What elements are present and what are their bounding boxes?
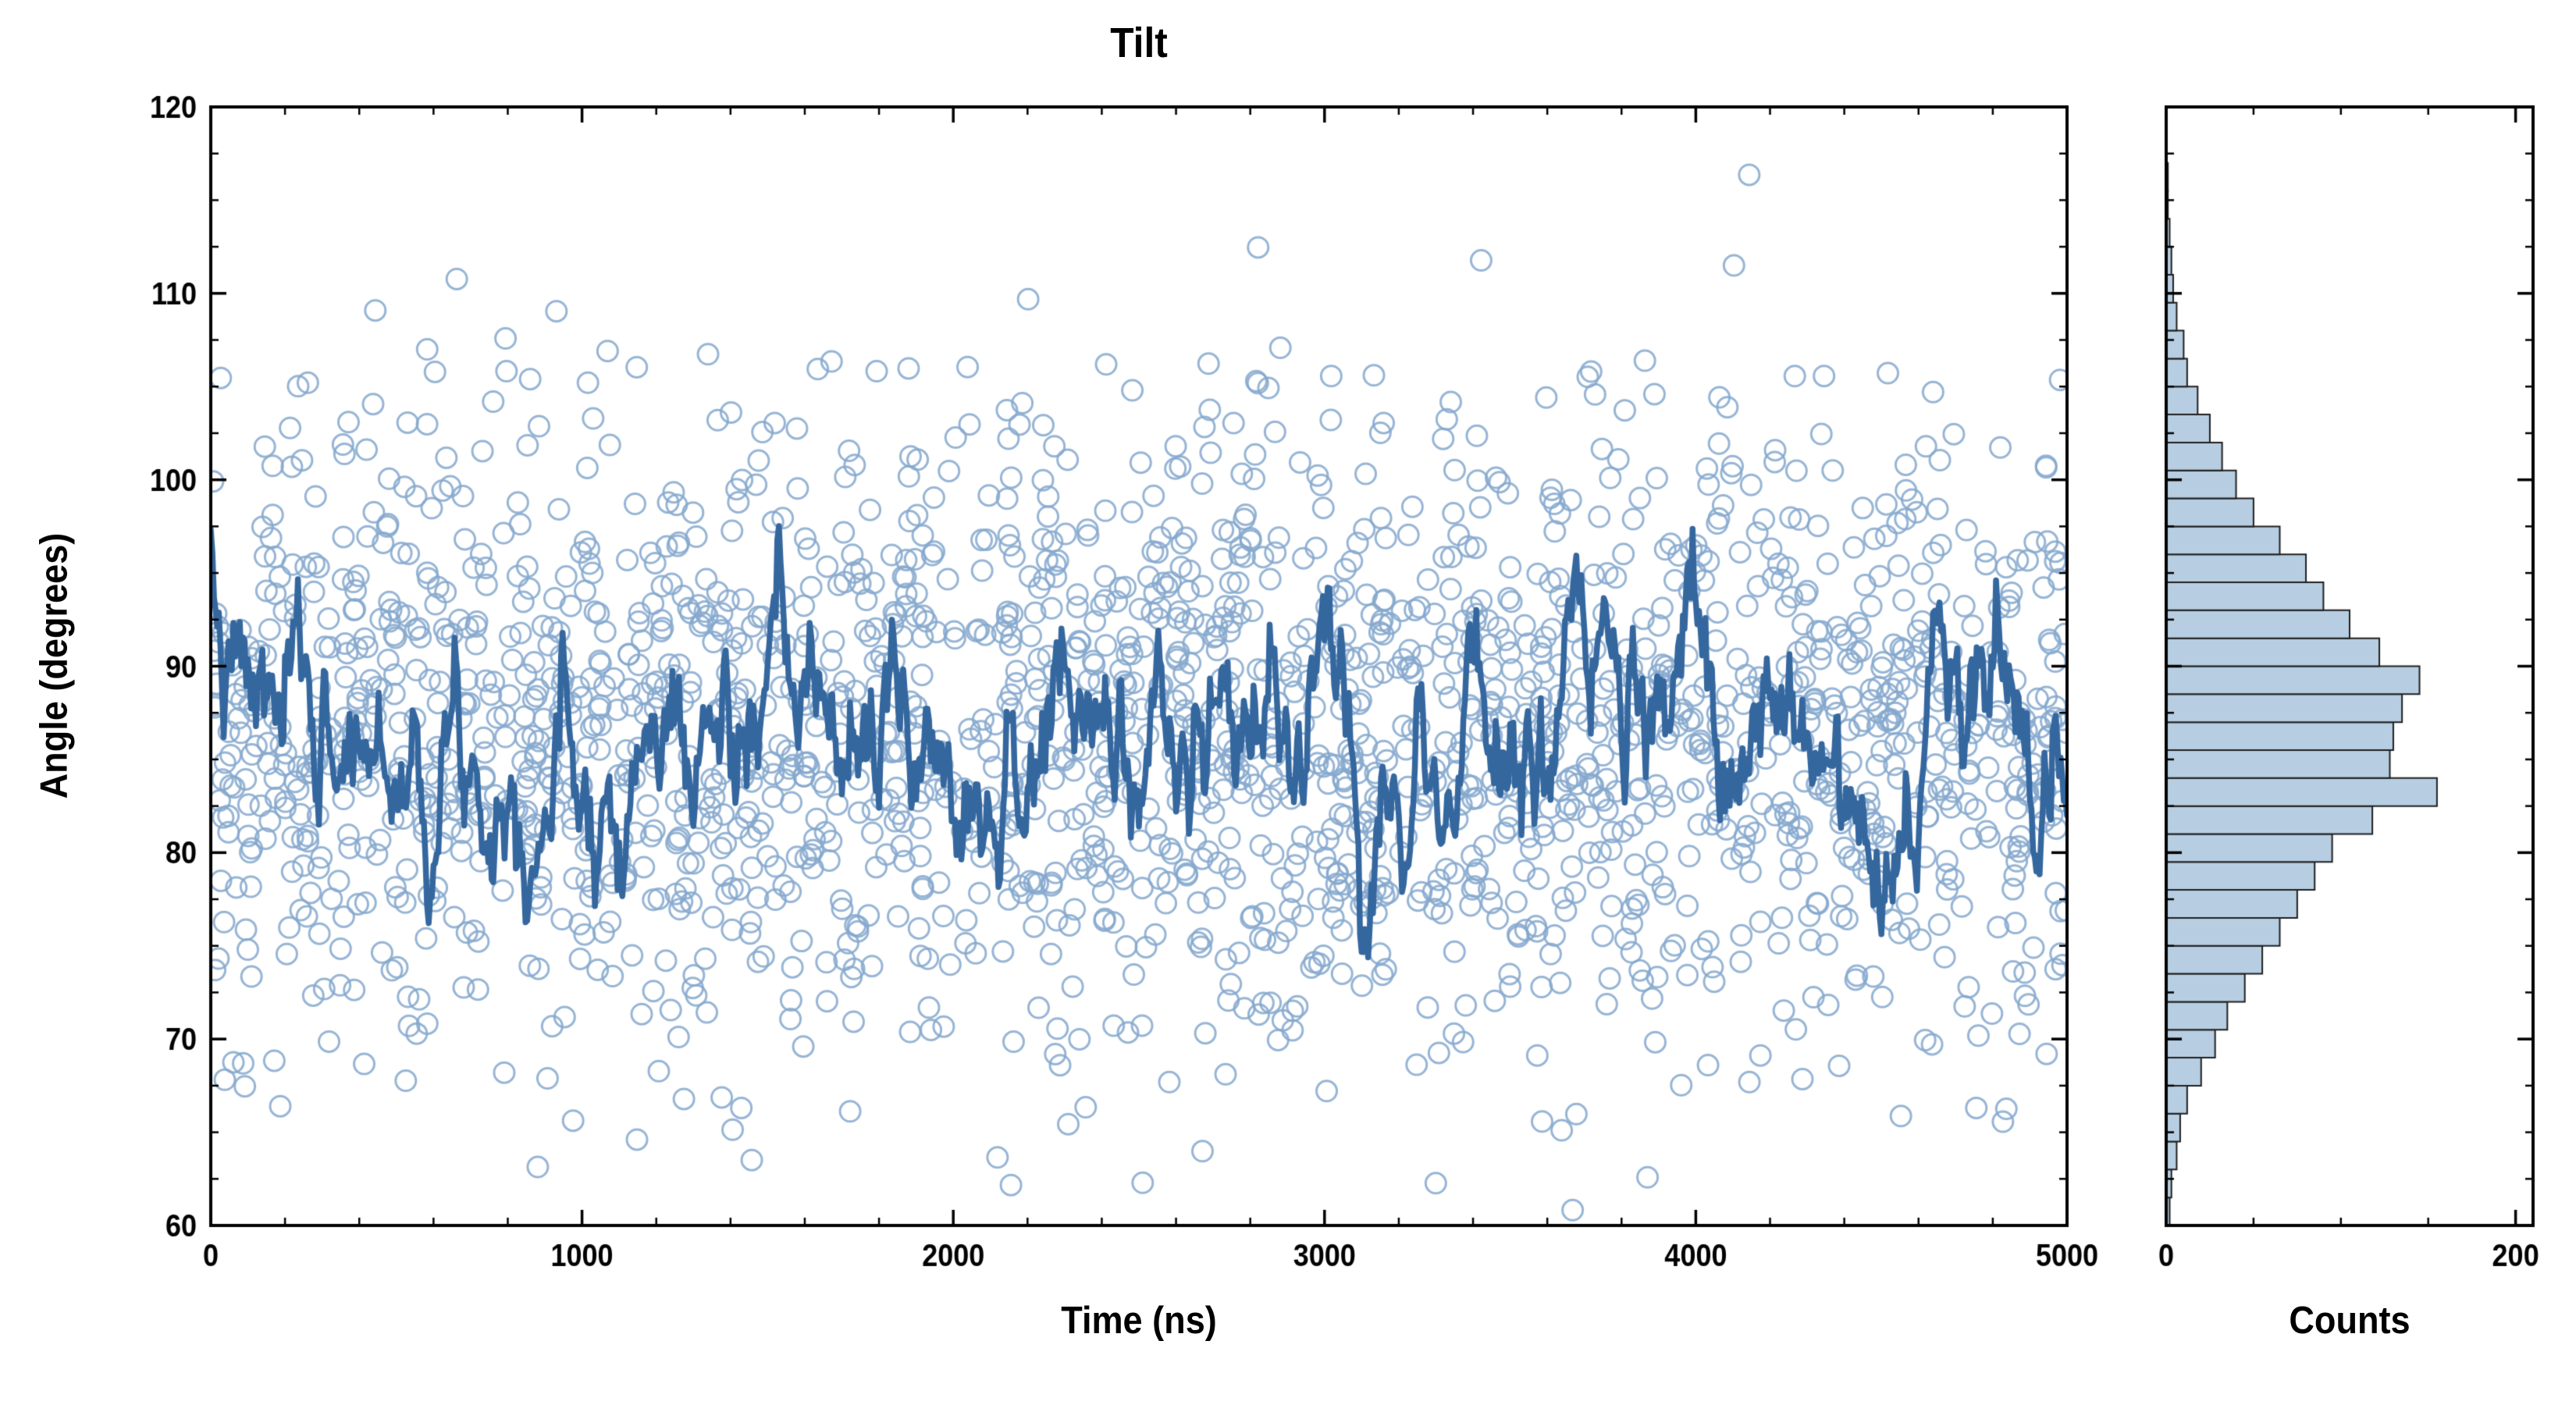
chart-title: Tilt — [1110, 20, 1168, 66]
x-axis-label-counts: Counts — [2289, 1300, 2411, 1342]
x-axis-label-time: Time (ns) — [1061, 1300, 1217, 1342]
y-axis-label-angle: Angle (degrees) — [33, 532, 76, 799]
